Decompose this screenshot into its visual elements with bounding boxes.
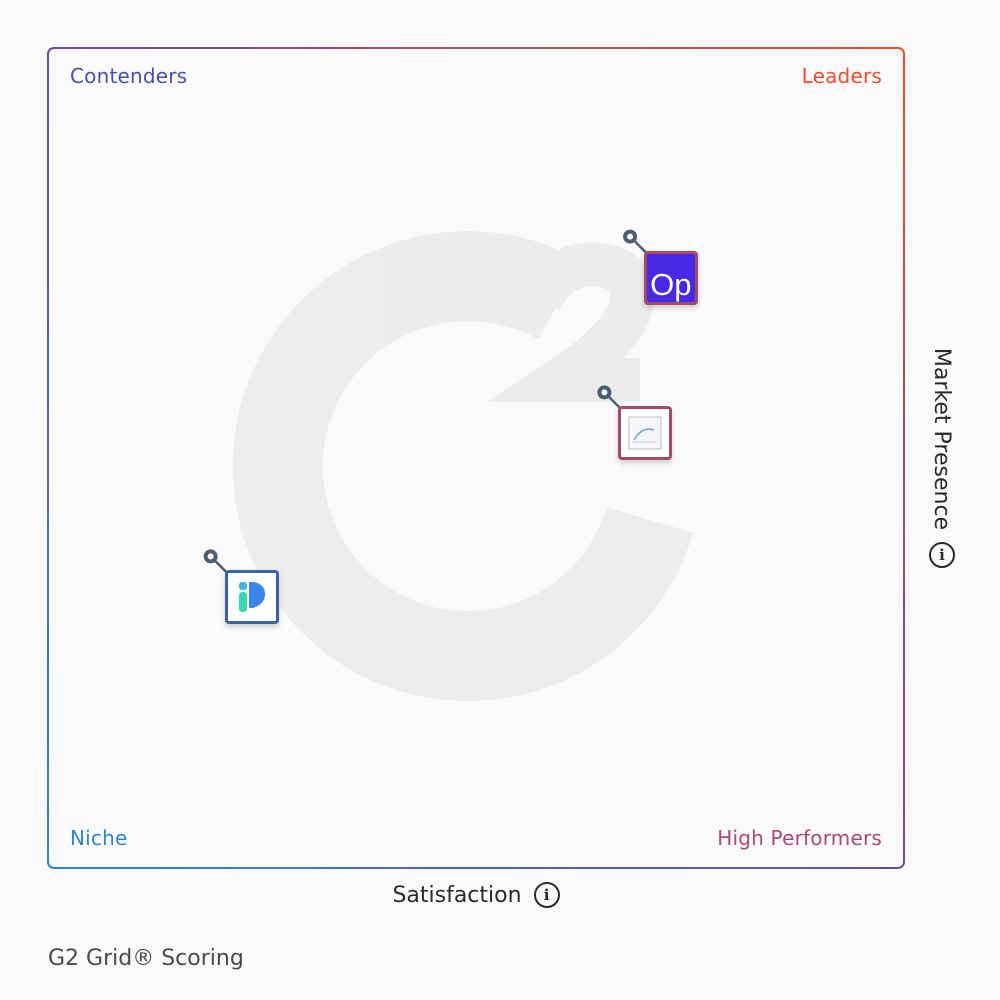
- y-axis-title: Market Presence: [929, 347, 955, 531]
- quadrant-label-high-performers: High Performers: [717, 826, 882, 850]
- vendor-logo-p[interactable]: [224, 570, 279, 625]
- grid-lines: [47, 47, 905, 869]
- op-logo-icon: Op: [647, 253, 696, 302]
- pin-marker-center: [601, 389, 608, 396]
- g2-watermark-logo: [232, 231, 694, 702]
- x-axis-title: Satisfaction: [392, 882, 522, 908]
- quadrant-label-niche: Niche: [70, 826, 128, 850]
- pin-marker-center: [207, 553, 214, 560]
- image-placeholder-icon: [628, 416, 662, 450]
- x-axis-label: Satisfaction i: [370, 882, 582, 908]
- info-icon[interactable]: i: [533, 882, 560, 908]
- quadrant-label-leaders: Leaders: [801, 64, 882, 88]
- info-icon[interactable]: i: [929, 542, 955, 569]
- p-brand-icon: [238, 582, 265, 613]
- vendor-logo-chart[interactable]: [618, 406, 673, 461]
- pin-marker-center: [627, 233, 634, 240]
- footer-title: G2 Grid® Scoring: [48, 946, 244, 971]
- y-axis-label: Market Presence i: [929, 303, 955, 613]
- vendor-logo-op[interactable]: Op: [644, 250, 699, 305]
- quadrant-label-contenders: Contenders: [70, 64, 188, 88]
- axis-lines: [48, 48, 942, 900]
